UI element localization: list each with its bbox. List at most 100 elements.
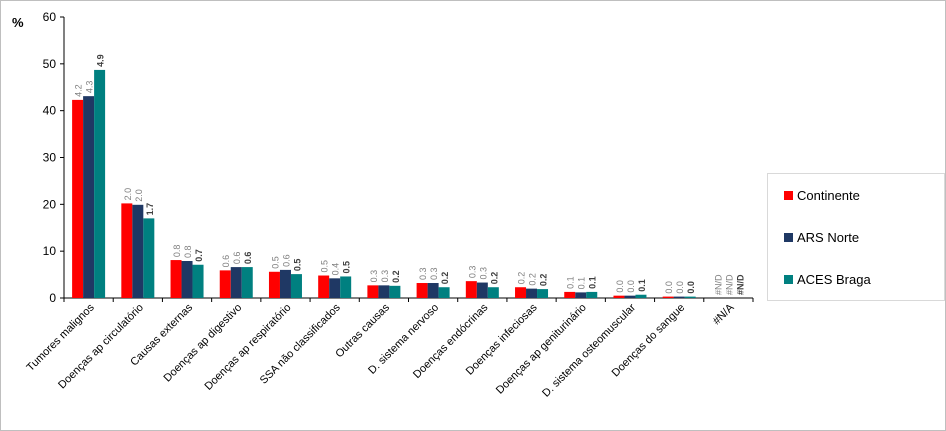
bar <box>378 285 390 298</box>
bar <box>192 264 204 298</box>
data-label: #N/D <box>713 274 723 295</box>
bar <box>537 289 549 298</box>
legend-label-ars-norte: ARS Norte <box>797 229 860 245</box>
bar <box>673 296 685 298</box>
bar <box>132 204 144 298</box>
legend-item-ars-norte: ARS Norte <box>784 229 859 245</box>
bar <box>329 278 341 298</box>
legend-item-continente: Continente <box>784 187 860 203</box>
data-label: 0.5 <box>342 261 352 274</box>
data-label: 0.2 <box>517 272 527 285</box>
data-label: 0.0 <box>675 281 685 294</box>
data-label: 0.2 <box>528 273 538 286</box>
y-tick-label: 40 <box>43 104 57 118</box>
bar <box>83 96 95 298</box>
data-label: 0.6 <box>232 252 242 265</box>
data-label: 0.7 <box>194 249 204 262</box>
data-label: 0.5 <box>292 259 302 272</box>
data-label: 4.9 <box>96 54 106 67</box>
data-label: 0.2 <box>539 274 549 287</box>
bar <box>241 267 253 298</box>
y-tick-label: 50 <box>43 57 57 71</box>
bar <box>181 261 193 298</box>
bar <box>389 285 401 298</box>
data-label: 0.5 <box>320 260 330 273</box>
data-label: 0.6 <box>243 252 253 265</box>
bar <box>526 288 538 298</box>
data-label: 0.3 <box>380 270 390 283</box>
legend-swatch-ars-norte <box>784 232 793 242</box>
bar <box>219 270 231 298</box>
bar <box>94 69 106 299</box>
x-tick-label: Doenças ap respiratório <box>203 302 294 393</box>
bar <box>72 99 84 299</box>
bar <box>564 291 576 298</box>
y-tick-label: 30 <box>43 151 57 165</box>
bar <box>487 287 499 298</box>
bar <box>121 203 133 298</box>
y-tick-label: 20 <box>43 197 57 211</box>
bar <box>662 296 674 298</box>
bar <box>367 285 379 298</box>
bar <box>416 283 428 298</box>
bar <box>230 267 242 298</box>
data-label: 0.0 <box>626 280 636 293</box>
bar <box>684 296 696 298</box>
data-label: 0.3 <box>418 267 428 280</box>
legend-item-aces-braga: ACES Braga <box>784 271 871 287</box>
data-label: 0.4 <box>331 263 341 276</box>
data-label: 0.2 <box>391 270 401 283</box>
bar <box>613 295 625 298</box>
data-label: 0.1 <box>588 276 598 289</box>
bar <box>279 269 291 298</box>
legend-label-aces-braga: ACES Braga <box>797 271 871 287</box>
data-label: #N/D <box>724 274 734 295</box>
bar <box>465 281 477 298</box>
y-axis-unit-label: % <box>12 15 24 30</box>
bar <box>515 287 527 298</box>
bar <box>290 274 302 298</box>
bar <box>438 287 450 298</box>
data-label: 0.6 <box>221 255 231 268</box>
bar <box>586 291 598 298</box>
bar <box>340 276 352 298</box>
bar <box>318 275 330 298</box>
data-label: 0.0 <box>664 281 674 294</box>
x-tick-label: Doenças ap geniturinário <box>494 302 589 397</box>
legend-swatch-aces-braga <box>784 274 793 284</box>
data-label: 0.6 <box>281 254 291 267</box>
y-tick-label: 10 <box>43 244 57 258</box>
data-label: 0.0 <box>686 281 696 294</box>
data-label: 0.5 <box>270 256 280 269</box>
data-label: 0.0 <box>615 280 625 293</box>
bar <box>476 282 488 298</box>
legend: Continente ARS Norte ACES Braga <box>767 173 945 301</box>
data-label: 0.2 <box>440 272 450 285</box>
data-label: 0.1 <box>566 276 576 289</box>
data-label: 0.3 <box>467 266 477 279</box>
bar <box>575 292 587 298</box>
bar <box>427 283 439 298</box>
bar <box>143 218 155 298</box>
data-label: 0.2 <box>489 272 499 285</box>
bar <box>170 260 182 298</box>
data-label: 0.1 <box>637 279 647 292</box>
legend-swatch-continente <box>784 190 793 200</box>
data-label: 0.8 <box>172 245 182 258</box>
data-label: 4.3 <box>85 81 95 94</box>
data-label: 0.8 <box>183 245 193 258</box>
data-label: 2.0 <box>134 189 144 202</box>
data-label: 0.3 <box>478 267 488 280</box>
data-label: 0.3 <box>429 267 439 280</box>
y-tick-label: 60 <box>43 10 57 24</box>
bar <box>635 294 647 298</box>
bar <box>624 295 636 298</box>
x-tick-label: D. sistema osteomuscular <box>540 301 638 399</box>
x-tick-label: SSA não classificados <box>258 301 343 386</box>
data-label: 4.2 <box>74 84 84 97</box>
data-label: 1.7 <box>145 203 155 216</box>
x-tick-label: Doenças ap circulatório <box>56 302 146 392</box>
legend-label-continente: Continente <box>797 187 860 203</box>
